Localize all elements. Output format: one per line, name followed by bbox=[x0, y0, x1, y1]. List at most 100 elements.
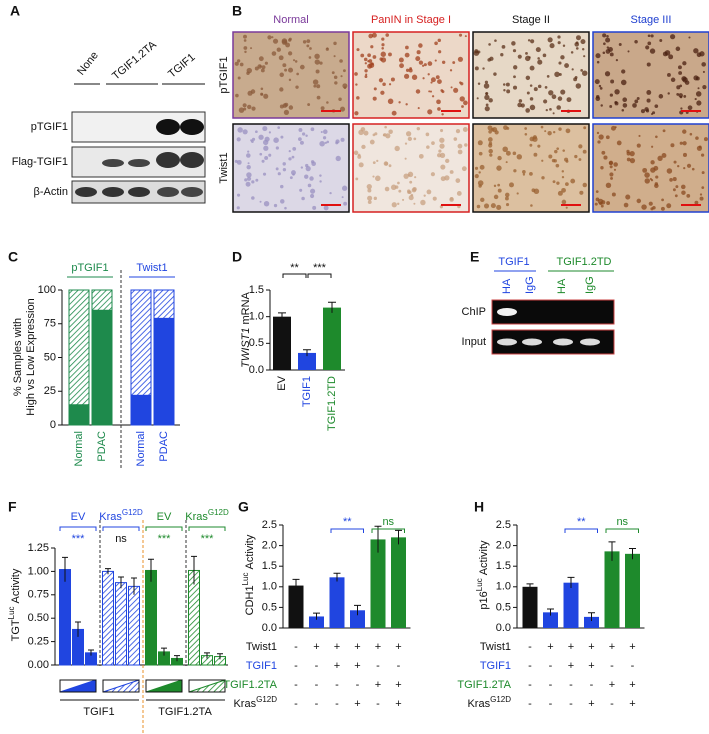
cell bbox=[320, 130, 323, 134]
cell bbox=[385, 33, 390, 37]
condition-mark: + bbox=[375, 679, 381, 691]
cell bbox=[561, 170, 565, 173]
cell bbox=[501, 45, 506, 49]
cell bbox=[449, 69, 453, 72]
cell bbox=[647, 34, 651, 38]
cell bbox=[505, 150, 511, 156]
cell bbox=[513, 75, 516, 79]
y-label-part: Luc bbox=[475, 578, 484, 591]
cell bbox=[676, 85, 681, 90]
cell bbox=[364, 62, 367, 65]
cell bbox=[506, 126, 510, 130]
cell bbox=[259, 65, 262, 68]
cell bbox=[246, 172, 252, 178]
cell bbox=[279, 104, 284, 109]
x-tick-label: Normal bbox=[135, 431, 147, 466]
error-bar bbox=[354, 604, 361, 616]
cell bbox=[482, 67, 485, 70]
cell bbox=[636, 143, 641, 148]
cell bbox=[570, 51, 574, 54]
cell bbox=[358, 129, 364, 136]
panel-a: None TGIF1.2TA TGIF1 pTGIF1 Flag-TGIF1 β… bbox=[12, 38, 206, 204]
band bbox=[497, 338, 517, 346]
condition-mark: + bbox=[629, 698, 635, 710]
cell bbox=[549, 43, 555, 49]
micrograph-border bbox=[472, 123, 590, 213]
cell bbox=[331, 71, 335, 75]
cell bbox=[267, 35, 272, 40]
cell bbox=[439, 152, 446, 159]
cell bbox=[323, 205, 329, 211]
cell bbox=[666, 203, 672, 209]
cell bbox=[402, 198, 405, 201]
cell bbox=[427, 73, 430, 76]
cell bbox=[529, 171, 533, 176]
condition-mark: - bbox=[335, 679, 339, 691]
cell bbox=[418, 60, 424, 65]
cell bbox=[414, 176, 417, 179]
cell bbox=[385, 133, 391, 139]
micrograph-border bbox=[352, 123, 470, 213]
cell bbox=[529, 104, 536, 111]
cell bbox=[546, 75, 550, 78]
cell bbox=[255, 130, 258, 134]
cell bbox=[293, 59, 296, 62]
cell bbox=[245, 181, 251, 187]
series-label-part: G12D bbox=[208, 508, 229, 517]
condition-mark: + bbox=[588, 660, 594, 672]
cell bbox=[570, 178, 576, 184]
cell bbox=[261, 159, 265, 163]
cell bbox=[528, 56, 531, 59]
cell bbox=[301, 196, 305, 201]
y-tick-label: 1.0 bbox=[262, 581, 277, 593]
condition-label-part: Kras bbox=[467, 698, 490, 710]
cell bbox=[695, 76, 700, 81]
cell bbox=[533, 87, 538, 92]
cell bbox=[599, 87, 603, 90]
cell bbox=[675, 46, 681, 52]
band bbox=[180, 119, 204, 135]
cell bbox=[440, 164, 446, 170]
row-label: pTGIF1 bbox=[31, 121, 68, 133]
cell bbox=[641, 204, 647, 210]
cell bbox=[333, 75, 338, 80]
condition-mark: - bbox=[315, 698, 319, 710]
group-label: TGIF1.2TD bbox=[556, 256, 611, 268]
cell bbox=[543, 99, 548, 104]
significance: ** bbox=[290, 262, 299, 274]
cell bbox=[545, 108, 548, 112]
cell bbox=[329, 191, 332, 195]
cell bbox=[571, 68, 574, 71]
cell bbox=[428, 90, 431, 93]
cell bbox=[537, 57, 540, 60]
bar bbox=[323, 307, 341, 370]
cell bbox=[493, 194, 499, 200]
cell bbox=[292, 173, 295, 176]
y-tick-label: 2.5 bbox=[496, 519, 511, 531]
cell bbox=[260, 92, 264, 96]
x-tick-label: PDAC bbox=[96, 431, 108, 462]
error-bar bbox=[588, 612, 595, 621]
panel-label: C bbox=[8, 249, 18, 265]
band bbox=[102, 187, 124, 197]
bracket bbox=[145, 526, 183, 531]
bar bbox=[391, 537, 406, 628]
cell bbox=[686, 193, 691, 198]
cell bbox=[611, 192, 616, 197]
cell bbox=[574, 154, 578, 159]
cell bbox=[298, 128, 303, 132]
error-bar bbox=[75, 621, 81, 637]
cell bbox=[557, 190, 563, 196]
cell bbox=[356, 48, 360, 52]
cell bbox=[441, 60, 446, 64]
condition-mark: - bbox=[549, 698, 553, 710]
cell bbox=[263, 200, 270, 207]
cell bbox=[649, 177, 652, 181]
cell bbox=[281, 38, 288, 44]
cell bbox=[702, 85, 707, 90]
cell bbox=[333, 55, 336, 58]
cell bbox=[283, 109, 290, 115]
condition-mark: - bbox=[610, 698, 614, 710]
cell bbox=[699, 193, 703, 196]
cell bbox=[430, 77, 436, 83]
